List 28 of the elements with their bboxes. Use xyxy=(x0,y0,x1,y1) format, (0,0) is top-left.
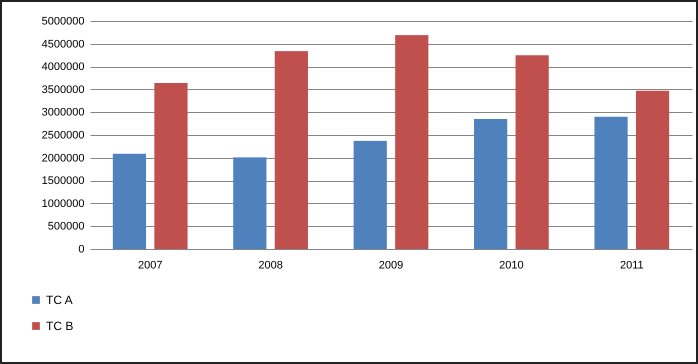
x-tick-label: 2010 xyxy=(499,260,524,272)
y-tick-label: 2000000 xyxy=(42,152,84,164)
bar xyxy=(154,83,188,249)
bar xyxy=(516,55,549,249)
y-tick-label: 4000000 xyxy=(42,61,84,74)
bar xyxy=(233,157,266,249)
x-tick-label: 2011 xyxy=(620,260,644,272)
bar xyxy=(354,140,387,249)
bar xyxy=(274,51,308,249)
y-tick-label: 500000 xyxy=(48,220,84,233)
y-tick-label: 2500000 xyxy=(42,130,84,142)
bar xyxy=(594,116,628,249)
bar xyxy=(636,90,670,249)
x-tick-label: 2007 xyxy=(138,260,162,272)
x-tick-label: 2009 xyxy=(378,260,404,272)
bar xyxy=(395,35,428,249)
x-tick-label: 2008 xyxy=(258,260,283,272)
bar xyxy=(112,154,146,249)
y-tick-label: 4500000 xyxy=(42,38,84,50)
y-tick-label: 3500000 xyxy=(42,84,84,96)
y-tick-label: 5000000 xyxy=(42,16,84,28)
legend-label: TC A xyxy=(46,293,73,307)
y-tick-label: 1500000 xyxy=(42,175,84,188)
y-tick-label: 3000000 xyxy=(42,106,84,119)
y-tick-label: 0 xyxy=(78,244,84,256)
bar xyxy=(474,119,508,249)
y-tick-label: 1000000 xyxy=(42,198,84,210)
legend-label: TC B xyxy=(46,319,74,333)
